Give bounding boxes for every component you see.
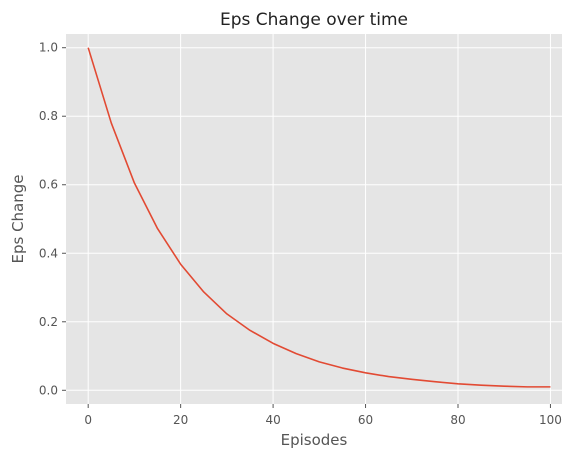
chart-title: Eps Change over time xyxy=(220,10,408,30)
y-tick-label: 0.6 xyxy=(39,178,58,192)
y-tick-label: 0.2 xyxy=(39,315,58,329)
x-tick-label: 100 xyxy=(539,413,562,427)
y-tick-label: 1.0 xyxy=(39,41,58,55)
x-axis-label: Episodes xyxy=(281,431,348,449)
y-axis-label: Eps Change xyxy=(9,174,27,263)
series-layer xyxy=(87,47,551,388)
y-tick-label: 0.0 xyxy=(39,383,58,397)
x-tick-label: 60 xyxy=(358,413,373,427)
y-tick-label: 0.4 xyxy=(39,246,58,260)
series-line xyxy=(87,47,551,388)
tick-marks xyxy=(62,47,551,408)
x-tick-label: 0 xyxy=(84,413,92,427)
plot-area xyxy=(66,34,562,404)
x-tick-label: 80 xyxy=(450,413,465,427)
x-tick-label: 40 xyxy=(265,413,280,427)
grid-lines xyxy=(66,34,562,404)
x-tick-label: 20 xyxy=(173,413,188,427)
y-tick-label: 0.8 xyxy=(39,109,58,123)
